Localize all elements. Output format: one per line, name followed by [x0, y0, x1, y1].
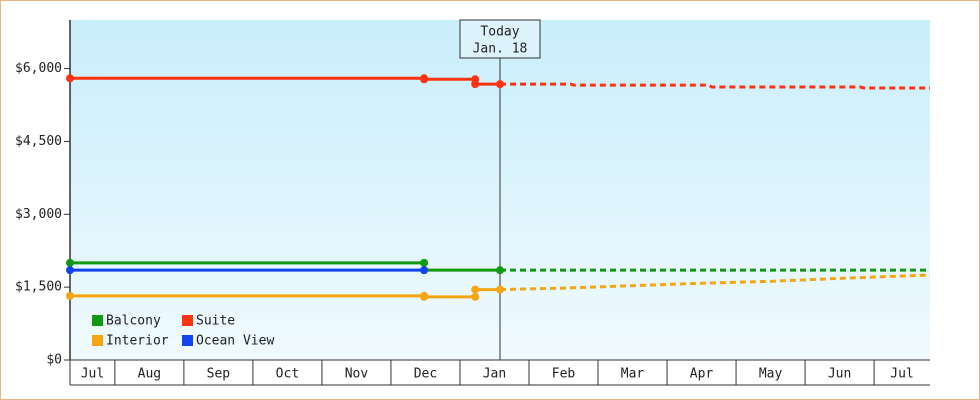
x-tick-label: Dec: [414, 367, 437, 382]
history-line: [70, 288, 500, 299]
point: [420, 258, 429, 267]
legend-swatch: [182, 335, 193, 346]
x-tick-label: Feb: [552, 367, 576, 382]
x-tick-label: Apr: [690, 367, 714, 382]
x-tick-label: Mar: [621, 367, 645, 382]
forecast-line: [499, 273, 931, 292]
x-tick-label: May: [759, 367, 783, 382]
point: [471, 80, 480, 89]
legend-label: Suite: [196, 314, 235, 329]
point: [496, 80, 504, 89]
x-tick-label: Nov: [345, 367, 369, 382]
legend-label: Ocean View: [196, 334, 274, 349]
point: [420, 75, 429, 84]
today-box: [459, 19, 541, 59]
x-tick-label: Jul: [890, 367, 913, 382]
x-tick-label: Oct: [276, 367, 299, 382]
x-tick-label: Aug: [138, 367, 161, 382]
point: [496, 285, 504, 294]
today-label: Jan. 18: [473, 42, 528, 57]
y-tick-label: $3,000: [15, 207, 62, 222]
legend-label: Balcony: [106, 314, 161, 329]
today-label: Today: [480, 25, 519, 40]
y-tick-label: $0: [46, 353, 62, 368]
y-tick-label: $6,000: [15, 61, 62, 76]
y-tick-label: $1,500: [15, 280, 62, 295]
point: [471, 292, 480, 301]
x-tick-label: Jun: [828, 367, 851, 382]
legend-label: Interior: [106, 334, 169, 349]
point: [66, 266, 74, 275]
point: [420, 266, 429, 275]
x-tick-label: Sep: [207, 367, 231, 382]
legend-swatch: [182, 315, 193, 326]
point: [66, 291, 74, 300]
x-tick-label: Jul: [81, 367, 104, 382]
legend-swatch: [92, 335, 103, 346]
y-tick-label: $4,500: [15, 134, 62, 149]
point: [471, 285, 480, 294]
point: [66, 258, 74, 267]
x-tick-label: Jan: [483, 367, 506, 382]
point: [66, 74, 74, 83]
history-line: [70, 76, 500, 86]
legend-swatch: [92, 315, 103, 326]
point: [496, 266, 504, 275]
forecast-line: [500, 82, 930, 90]
point: [420, 292, 429, 301]
